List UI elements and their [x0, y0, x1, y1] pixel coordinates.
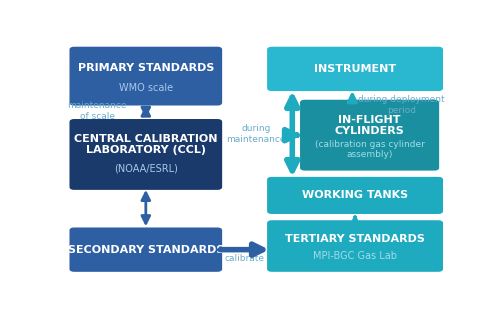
FancyBboxPatch shape: [267, 47, 443, 91]
Text: INSTRUMENT: INSTRUMENT: [314, 64, 396, 74]
FancyBboxPatch shape: [70, 228, 222, 272]
Text: PRIMARY STANDARDS: PRIMARY STANDARDS: [78, 63, 214, 73]
FancyBboxPatch shape: [267, 177, 443, 214]
Text: WMO scale: WMO scale: [119, 83, 173, 93]
Text: during
maintenance: during maintenance: [226, 124, 286, 144]
Text: during deployment
period: during deployment period: [358, 95, 445, 115]
Text: maintenance
of scale: maintenance of scale: [68, 101, 127, 121]
Text: CENTRAL CALIBRATION
LABORATORY (CCL): CENTRAL CALIBRATION LABORATORY (CCL): [74, 134, 218, 156]
FancyBboxPatch shape: [267, 220, 443, 272]
Text: calibrate: calibrate: [224, 254, 264, 263]
FancyBboxPatch shape: [70, 119, 222, 190]
Text: WORKING TANKS: WORKING TANKS: [302, 190, 408, 200]
Text: (NOAA/ESRL): (NOAA/ESRL): [114, 164, 178, 174]
Text: (calibration gas cylinder
assembly): (calibration gas cylinder assembly): [314, 140, 424, 159]
Text: SECONDARY STANDARDS: SECONDARY STANDARDS: [68, 245, 224, 255]
FancyBboxPatch shape: [300, 100, 439, 171]
Text: IN-FLIGHT
CYLINDERS: IN-FLIGHT CYLINDERS: [334, 115, 404, 136]
Text: MPI-BGC Gas Lab: MPI-BGC Gas Lab: [313, 251, 397, 261]
Text: TERTIARY STANDARDS: TERTIARY STANDARDS: [285, 234, 425, 244]
FancyBboxPatch shape: [70, 47, 222, 105]
